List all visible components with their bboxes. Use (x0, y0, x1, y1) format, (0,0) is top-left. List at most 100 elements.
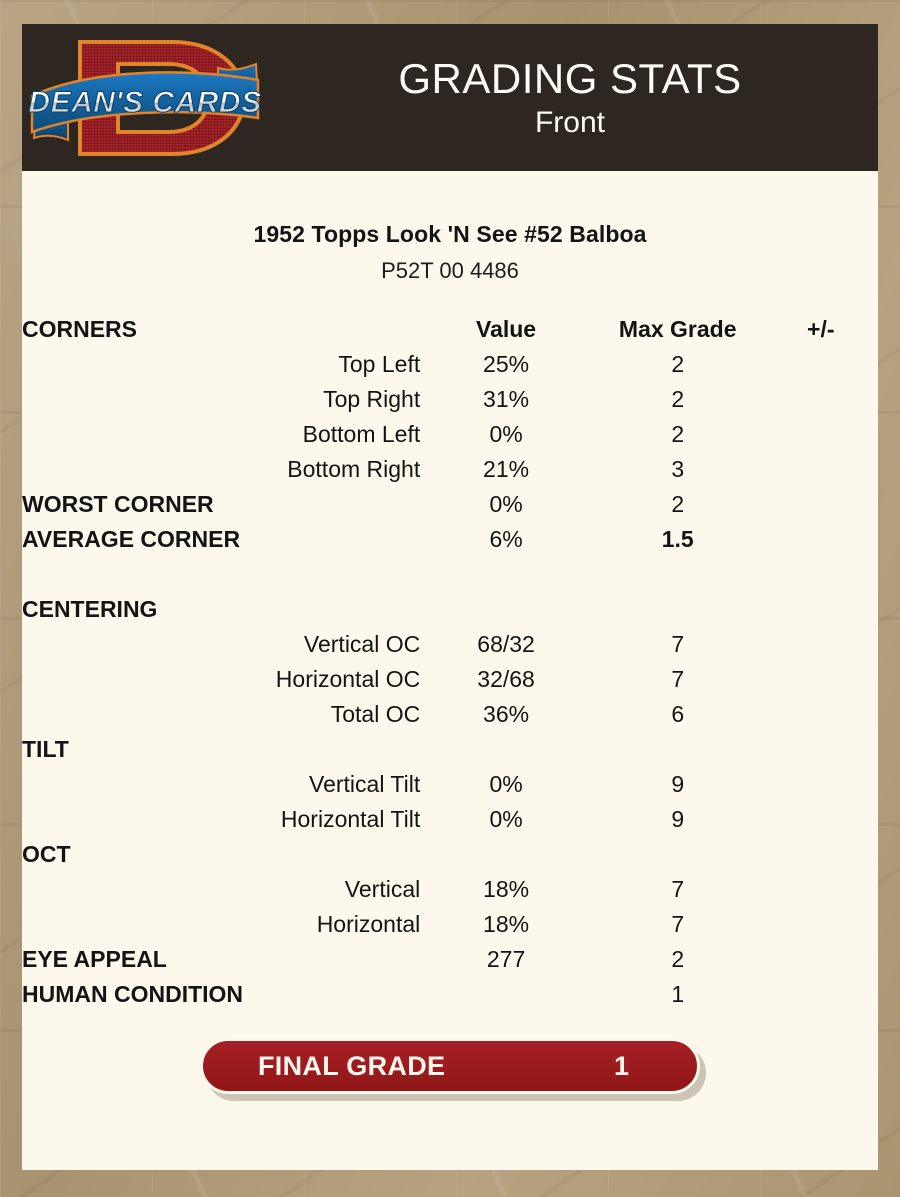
report-header: DEAN'S CARDS GRADING STATS Front (22, 24, 878, 171)
row-value: Value (476, 316, 537, 342)
table-row: Vertical OC 68/32 7 (22, 627, 878, 662)
row-plus-minus (764, 592, 878, 627)
row-plus-minus (764, 522, 878, 557)
table-row: Vertical 18% 7 (22, 872, 878, 907)
deans-cards-logo-icon: DEAN'S CARDS (28, 40, 262, 156)
table-row: TILT (22, 732, 878, 767)
row-label: Top Left (338, 351, 421, 377)
row-label: Horizontal Tilt (280, 806, 421, 832)
row-plus-minus (764, 767, 878, 802)
row-value: 0% (489, 806, 523, 832)
row-plus-minus (764, 452, 878, 487)
row-plus-minus (764, 662, 878, 697)
row-plus-minus (764, 487, 878, 522)
row-plus-minus (764, 347, 878, 382)
row-plus-minus (764, 697, 878, 732)
final-grade-label: FINAL GRADE (258, 1050, 446, 1081)
table-row: Bottom Left 0% 2 (22, 417, 878, 452)
grading-stats-table: CORNERS Value Max Grade +/- Top Left 25% 2 Top … (22, 312, 878, 1012)
row-value: 0% (489, 491, 523, 517)
row-value: 6% (489, 526, 523, 552)
table-row: Horizontal Tilt 0% 9 (22, 802, 878, 837)
row-max-grade: Max Grade (618, 316, 737, 342)
row-plus-minus (764, 417, 878, 452)
card-id: P52T 00 4486 (381, 258, 519, 283)
row-max-grade (592, 732, 764, 767)
table-row: AVERAGE CORNER 6% 1.5 (22, 522, 878, 557)
page-subtitle: Front (534, 105, 606, 139)
table-row: OCT (22, 837, 878, 872)
row-value: 0% (489, 421, 523, 447)
row-value (420, 732, 592, 767)
row-max-grade: 9 (671, 771, 685, 797)
row-plus-minus (764, 942, 878, 977)
row-max-grade: 7 (671, 911, 685, 937)
row-label: TILT (22, 736, 69, 762)
row-max-grade: 2 (671, 421, 685, 447)
row-plus-minus: +/- (807, 316, 835, 342)
row-label: Horizontal (316, 911, 421, 937)
spacer-row (22, 557, 878, 592)
table-row: Total OC 36% 6 (22, 697, 878, 732)
final-grade-value: 1 (613, 1050, 629, 1081)
row-label: CORNERS (22, 316, 138, 342)
row-label: Top Right (323, 386, 421, 412)
row-value: 68/32 (477, 631, 535, 657)
row-plus-minus (764, 732, 878, 767)
spacer-cell (22, 557, 878, 592)
row-value: 0% (489, 771, 523, 797)
header-title-group: GRADING STATS Front (280, 55, 878, 141)
row-label: AVERAGE CORNER (22, 526, 241, 552)
table-row: CORNERS Value Max Grade +/- (22, 312, 878, 347)
grading-stats-rows: CORNERS Value Max Grade +/- Top Left 25% 2 Top … (22, 312, 878, 1012)
row-max-grade: 2 (671, 491, 685, 517)
row-value: 21% (483, 456, 530, 482)
row-max-grade: 1 (671, 981, 685, 1007)
row-label: Vertical (344, 876, 421, 902)
row-label: Horizontal OC (275, 666, 421, 692)
row-value (420, 837, 592, 872)
grading-report-card: DEAN'S CARDS GRADING STATS Front 1952 To… (22, 24, 878, 1170)
row-max-grade (592, 837, 764, 872)
row-plus-minus (764, 382, 878, 417)
row-plus-minus (764, 977, 878, 1012)
report-body: 1952 Topps Look 'N See #52 Balboa P52T 0… (22, 171, 878, 1170)
row-max-grade: 7 (671, 666, 685, 692)
row-label: Vertical Tilt (309, 771, 421, 797)
row-max-grade: 2 (671, 351, 685, 377)
row-label: OCT (22, 841, 71, 867)
row-plus-minus (764, 627, 878, 662)
table-row: CENTERING (22, 592, 878, 627)
row-value: 18% (483, 911, 530, 937)
row-value: 18% (483, 876, 530, 902)
row-plus-minus (764, 837, 878, 872)
table-row: WORST CORNER 0% 2 (22, 487, 878, 522)
row-label: Bottom Right (287, 456, 421, 482)
final-grade-banner: FINAL GRADE 1 (200, 1038, 706, 1101)
table-row: Vertical Tilt 0% 9 (22, 767, 878, 802)
page-title: GRADING STATS (398, 54, 742, 102)
table-row: Horizontal OC 32/68 7 (22, 662, 878, 697)
row-value: 32/68 (477, 666, 535, 692)
row-value: 36% (483, 701, 530, 727)
row-max-grade: 2 (671, 946, 685, 972)
row-label: Bottom Left (302, 421, 421, 447)
row-label: CENTERING (22, 596, 158, 622)
row-label: HUMAN CONDITION (22, 981, 244, 1007)
row-max-grade (592, 592, 764, 627)
row-value (420, 977, 592, 1012)
row-plus-minus (764, 802, 878, 837)
row-max-grade: 7 (671, 631, 685, 657)
row-label: EYE APPEAL (22, 946, 167, 972)
row-max-grade: 3 (671, 456, 685, 482)
table-row: Horizontal 18% 7 (22, 907, 878, 942)
deans-cards-logo[interactable]: DEAN'S CARDS (22, 24, 280, 171)
card-name: 1952 Topps Look 'N See #52 Balboa (253, 221, 647, 247)
table-row: Top Right 31% 2 (22, 382, 878, 417)
row-max-grade: 6 (671, 701, 685, 727)
logo-wordmark: DEAN'S CARDS (28, 86, 261, 119)
row-max-grade: 2 (671, 386, 685, 412)
table-row: EYE APPEAL 277 2 (22, 942, 878, 977)
row-max-grade: 9 (671, 806, 685, 832)
row-value (420, 592, 592, 627)
